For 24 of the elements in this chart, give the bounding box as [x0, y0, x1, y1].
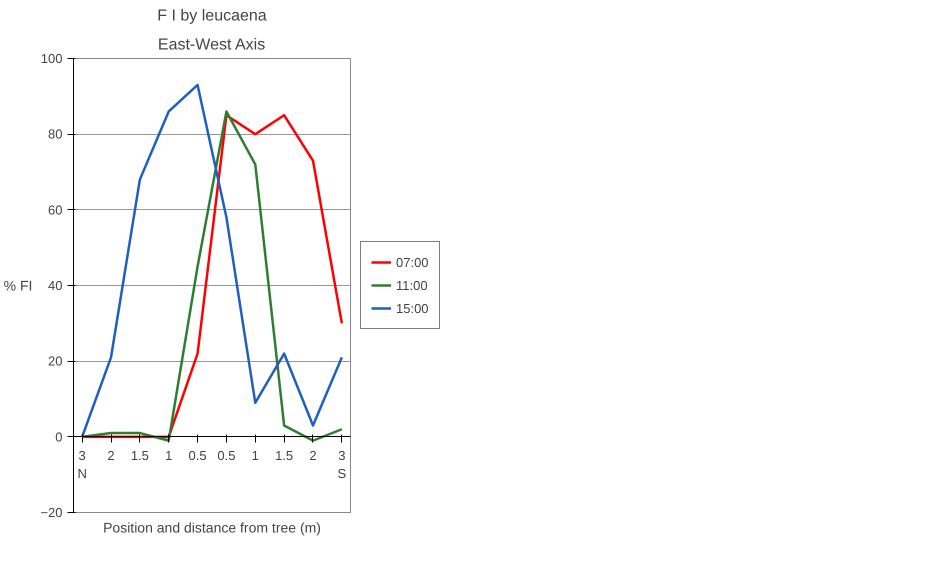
chart-title: F I by leucaena: [157, 8, 267, 24]
x-tick-label: 1.5: [275, 448, 294, 463]
x-tick-label: 0.5: [188, 448, 207, 463]
x-tick-label: 2: [107, 448, 115, 463]
x-tick-label: 2: [309, 448, 317, 463]
x-tick-label: 1: [252, 448, 259, 463]
y-tick-label: 60: [48, 202, 63, 218]
y-tick-label: 40: [48, 278, 63, 293]
y-tick-label: −20: [40, 505, 63, 520]
x-tick-label: 1: [165, 448, 172, 463]
y-tick-label: 0: [55, 429, 63, 444]
x-tick-label: 0.5: [217, 448, 236, 463]
y-tick-label: 80: [48, 126, 63, 142]
x-tick-label: 1.5: [130, 448, 149, 463]
x-tick-label: 3 S: [338, 448, 347, 481]
legend-label: 07:00: [396, 254, 429, 270]
y-axis-title: % FI: [4, 278, 32, 294]
x-tick-label: 3 N: [77, 448, 87, 481]
chart-subtitle: East-West Axis: [158, 36, 266, 54]
x-axis-title: Position and distance from tree (m): [103, 520, 321, 536]
y-tick-label: 100: [40, 51, 63, 66]
legend-label: 11:00: [396, 278, 428, 292]
y-tick-label: 20: [48, 354, 63, 369]
legend-label: 15:00: [396, 300, 429, 316]
